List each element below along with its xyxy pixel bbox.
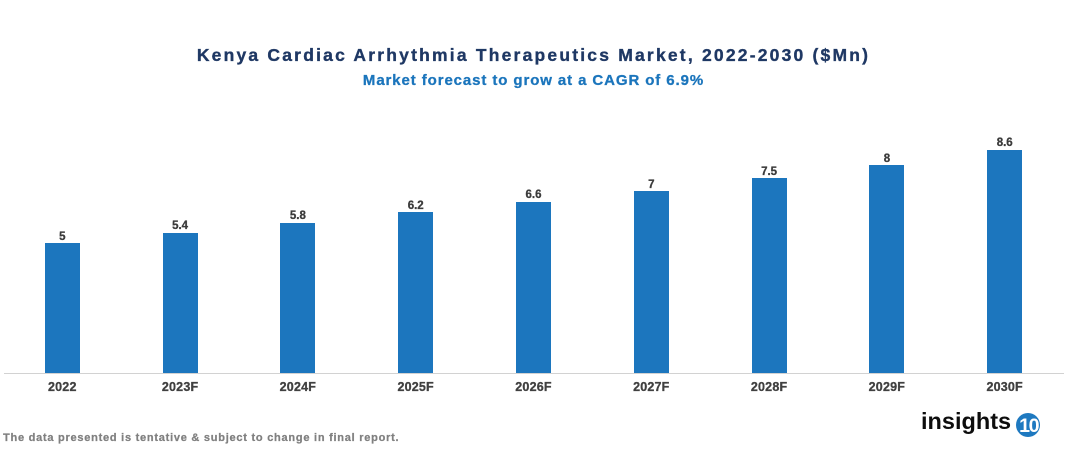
svg-text:10: 10 xyxy=(1019,416,1040,438)
